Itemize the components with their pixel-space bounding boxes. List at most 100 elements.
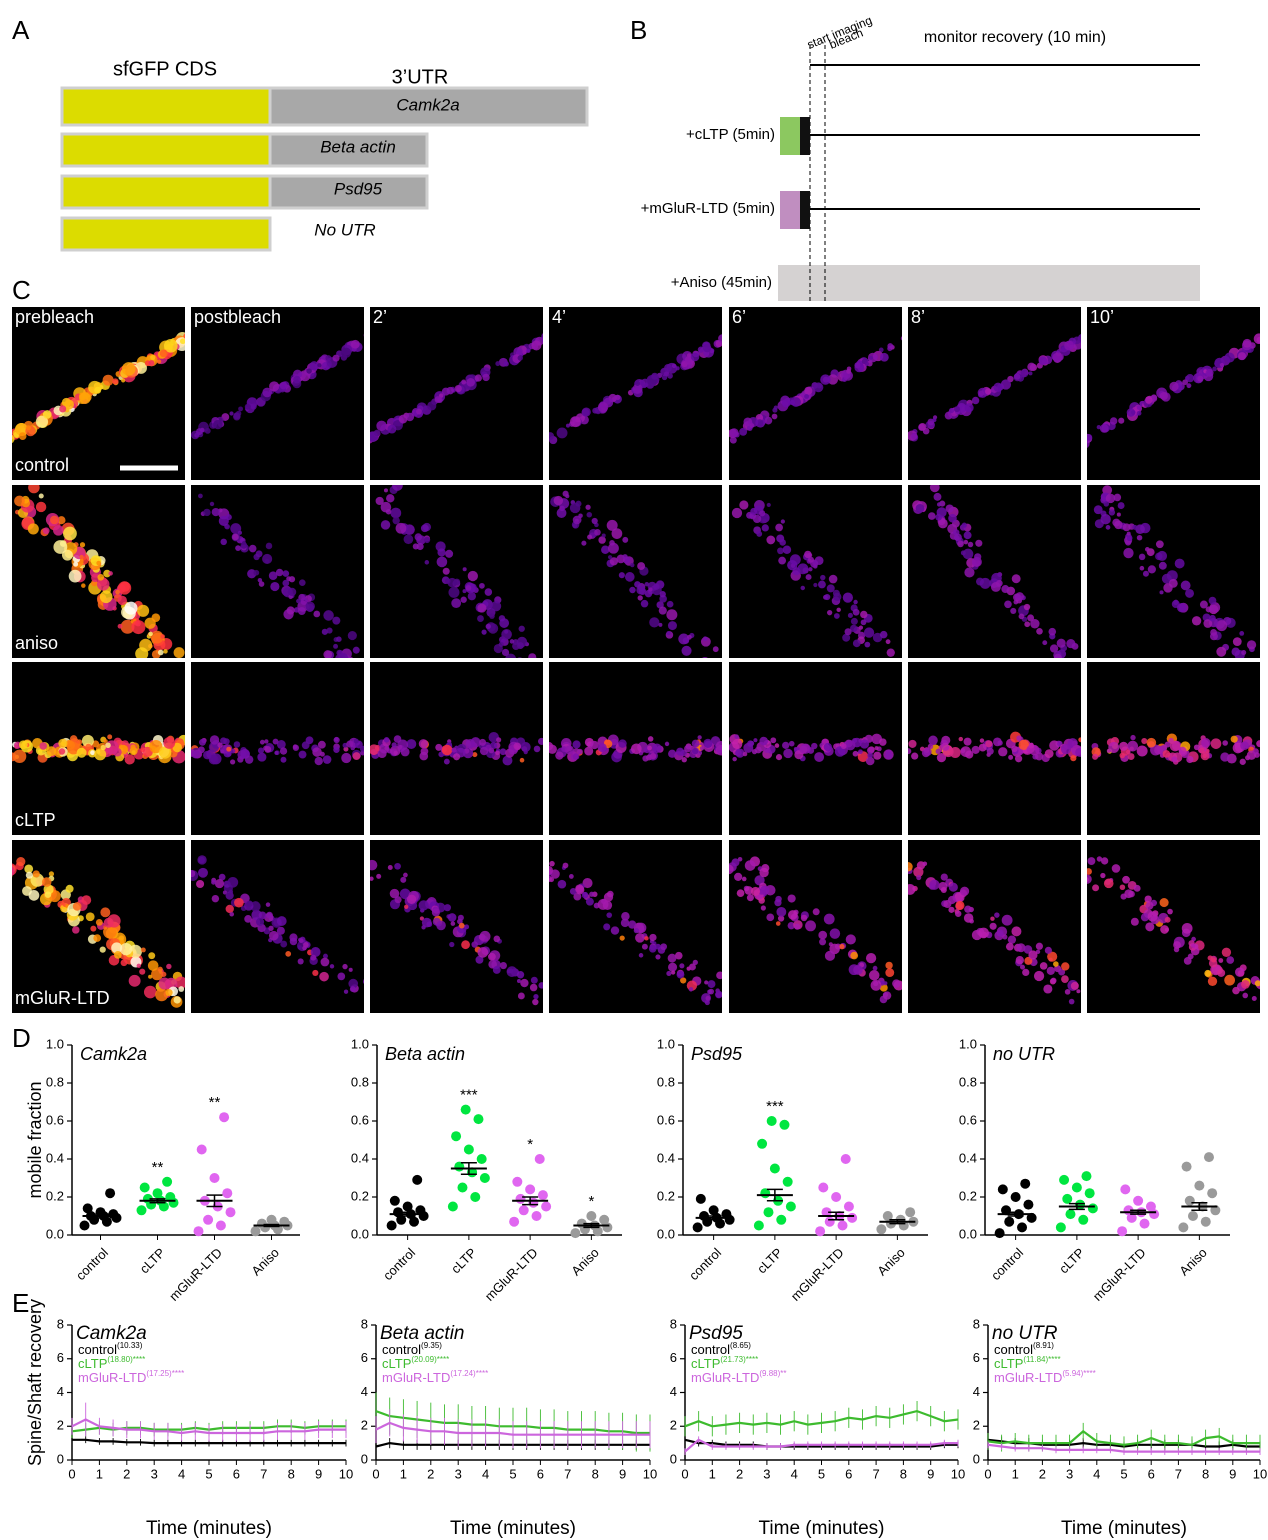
signal [885, 639, 891, 645]
x-tick-label: 2 [736, 1466, 743, 1481]
signal [99, 590, 113, 604]
signal [454, 384, 462, 393]
y-tick-label: 6 [973, 1350, 980, 1365]
signal [868, 970, 880, 981]
signal [634, 581, 641, 588]
signal [908, 739, 917, 748]
signal [501, 648, 510, 657]
signal [340, 347, 352, 358]
signal [121, 378, 126, 383]
signal [276, 916, 287, 926]
signal [603, 923, 611, 931]
y-tick-label: 0.4 [46, 1150, 64, 1165]
construct-label: No UTR [314, 220, 375, 239]
signal [908, 883, 916, 895]
signal [405, 412, 415, 422]
signal [487, 952, 496, 961]
signal [419, 916, 425, 921]
signal [73, 561, 79, 567]
signal [1036, 627, 1043, 635]
legend-name: cLTP [691, 1356, 720, 1371]
signal [323, 953, 328, 959]
signal [1211, 957, 1217, 963]
signal [343, 989, 349, 994]
signal [637, 595, 643, 601]
y-tick-label: 0.8 [351, 1074, 369, 1089]
x-tick-label: 4 [482, 1466, 489, 1481]
signal [237, 530, 242, 535]
signal [475, 955, 484, 964]
signal [499, 748, 507, 756]
signal [285, 951, 292, 957]
signal [868, 355, 874, 360]
signal [944, 411, 953, 420]
signal [76, 747, 87, 758]
signal [292, 744, 300, 751]
signal [940, 887, 947, 894]
signal [680, 977, 687, 984]
signal [1022, 968, 1030, 977]
signal [682, 637, 690, 644]
x-tick-label: 0 [68, 1466, 75, 1481]
data-point [1120, 1184, 1131, 1195]
signal [18, 432, 27, 441]
signal [1205, 606, 1212, 613]
data-point [541, 1201, 552, 1212]
signal [27, 523, 39, 535]
data-point [847, 1212, 858, 1223]
micrograph [908, 485, 1081, 658]
signal [557, 879, 567, 889]
signal [270, 581, 280, 592]
y-axis-label: Spine/Shaft recovery [25, 1299, 45, 1466]
signal [279, 747, 288, 755]
signal [226, 746, 232, 752]
signal [119, 942, 133, 956]
signal [412, 543, 419, 550]
x-tick-label: 0 [984, 1466, 991, 1481]
y-tick-label: 4 [670, 1384, 677, 1399]
signal [400, 876, 407, 883]
data-point [843, 1201, 854, 1212]
signal [1207, 976, 1218, 986]
signal [731, 507, 743, 519]
signal [490, 741, 498, 749]
signal [380, 501, 392, 513]
signal [936, 752, 947, 763]
signal [839, 943, 845, 950]
signal [107, 914, 121, 928]
signal [772, 407, 778, 413]
panel-label: C [12, 275, 31, 305]
signal [148, 952, 156, 960]
signal [932, 417, 937, 423]
signal [1133, 884, 1141, 892]
signal [814, 556, 824, 566]
chart-title: Camk2a [80, 1044, 147, 1064]
signal [427, 401, 437, 411]
signal [960, 886, 970, 896]
signal [120, 959, 128, 967]
signal [349, 986, 356, 993]
signal [211, 879, 216, 885]
signal [1122, 523, 1131, 532]
signal [1064, 989, 1071, 995]
x-tick-label: 1 [400, 1466, 407, 1481]
x-tick-label: 6 [233, 1466, 240, 1481]
signal [655, 954, 661, 960]
signal [1204, 969, 1212, 977]
signal [699, 746, 705, 751]
signal [975, 539, 983, 547]
y-tick-label: 2 [361, 1418, 368, 1433]
signal [873, 751, 882, 760]
signal [812, 908, 820, 916]
signal [462, 567, 467, 572]
signal [298, 750, 307, 759]
data-point [757, 1138, 768, 1149]
signal [383, 737, 390, 743]
signal [359, 745, 364, 752]
signal [759, 510, 766, 517]
signal [644, 936, 649, 941]
signal [878, 347, 884, 353]
data-point [1017, 1222, 1028, 1233]
data-point [525, 1184, 536, 1195]
x-tick-label: mGluR-LTD [1090, 1245, 1149, 1304]
